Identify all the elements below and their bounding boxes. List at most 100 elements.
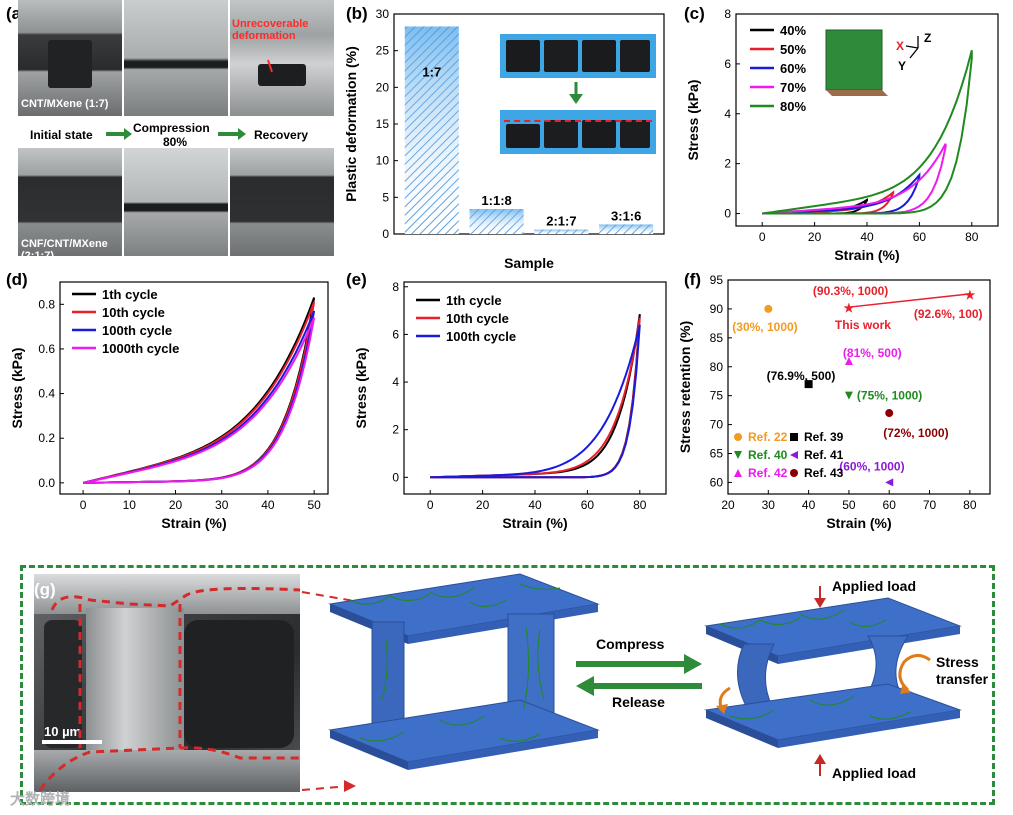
x-axis-title: Strain (%) — [834, 247, 899, 263]
y-tick-label: 90 — [710, 302, 724, 316]
panel-label-b: (b) — [346, 4, 368, 23]
y-tick-label: 30 — [376, 7, 390, 21]
x-tick-label: 60 — [883, 498, 897, 512]
y-tick-label: 0.4 — [38, 387, 55, 401]
y-tick-label: 8 — [724, 7, 731, 21]
release-label: Release — [612, 694, 665, 710]
state-compression: Compression — [133, 121, 210, 135]
compress-label: Compress — [596, 636, 665, 652]
x-tick-label: 40 — [802, 498, 816, 512]
x-tick-label: 50 — [307, 498, 321, 512]
legend-label: 50% — [780, 42, 806, 57]
y-tick-label: 8 — [392, 280, 399, 294]
x-tick-label: 30 — [762, 498, 776, 512]
point-Ref. 40 — [844, 391, 853, 400]
this-work-title: This work — [835, 318, 891, 332]
x-tick-label: 40 — [261, 498, 275, 512]
y-tick-label: 60 — [710, 475, 724, 489]
y-tick-label: 85 — [710, 331, 724, 345]
legend-label: 100th cycle — [446, 329, 516, 344]
this-work-star: ★ — [844, 301, 855, 315]
bar-label: 1:1:8 — [481, 193, 511, 208]
panel-label-e: (e) — [346, 270, 367, 289]
pointer-arrow-icon — [267, 59, 273, 73]
photo-top-compression — [124, 0, 228, 116]
plot-frame — [59, 281, 329, 495]
legend-marker — [734, 451, 742, 459]
point-label: (72%, 1000) — [883, 426, 948, 440]
sample-top-label: CNT/MXene (1:7) — [21, 98, 109, 110]
legend-label: Ref. 41 — [804, 448, 844, 462]
this-work-label: (90.3%, 1000) — [813, 284, 888, 298]
photo-bottom-compression — [124, 148, 228, 256]
x-tick-label: 20 — [169, 498, 183, 512]
y-tick-label: 0 — [392, 470, 399, 484]
y-axis-title: Plastic deformation (%) — [343, 46, 359, 202]
y-axis-title: Stress (kPa) — [353, 348, 369, 429]
y-tick-label: 2 — [724, 157, 731, 171]
x-tick-label: 0 — [427, 498, 434, 512]
legend-marker — [790, 433, 798, 441]
sample-inset-image — [825, 29, 883, 91]
loop-80% — [762, 49, 973, 215]
legend-label: Ref. 40 — [748, 448, 788, 462]
photo-top-recovery: Unrecoverable deformation — [230, 0, 334, 116]
bar-label: 3:1:6 — [611, 208, 641, 223]
bar-shade — [534, 229, 589, 234]
state-initial: Initial state — [30, 128, 93, 142]
x-tick-label: 50 — [842, 498, 856, 512]
chart-d: 0 10 20 30 40 50 0.0 0.2 0.4 0.6 0.8 Strain (%) Stre… — [9, 281, 329, 531]
y-tick-label: 70 — [710, 418, 724, 432]
legend-marker — [734, 469, 742, 477]
this-work-star: ★ — [964, 288, 975, 302]
cycle-3 — [82, 317, 316, 484]
unrecoverable-annotation: Unrecoverable deformation — [232, 18, 309, 42]
x-tick-label: 10 — [123, 498, 137, 512]
y-tick-label: 5 — [382, 190, 389, 204]
point-label: (81%, 500) — [843, 346, 902, 360]
x-tick-label: 0 — [759, 230, 766, 244]
point-label: (60%, 1000) — [839, 459, 904, 473]
x-tick-label: 20 — [721, 498, 735, 512]
y-tick-label: 4 — [724, 107, 731, 121]
panel-label-g: (g) — [34, 580, 56, 599]
y-tick-label: 0.2 — [38, 431, 55, 445]
sem-image: 10 µm — [34, 574, 300, 792]
axis-y: Y — [898, 59, 906, 73]
x-tick-label: 40 — [528, 498, 542, 512]
legend-label: 10th cycle — [102, 305, 165, 320]
state-compression-pct: 80% — [163, 135, 188, 149]
arrow-head-icon — [238, 128, 246, 140]
point-Ref. 41 — [885, 478, 894, 487]
bar-shade — [469, 209, 524, 234]
plot-frame — [727, 279, 991, 495]
x-axis-title: Strain (%) — [161, 515, 226, 531]
legend-marker — [790, 469, 798, 477]
bar-shade — [599, 224, 654, 234]
inset-photo-before — [500, 34, 656, 78]
bar-label: 1:7 — [422, 64, 441, 79]
x-tick-label: 80 — [965, 230, 979, 244]
y-tick-label: 0 — [724, 207, 731, 221]
y-tick-label: 65 — [710, 447, 724, 461]
legend-label: Ref. 39 — [804, 430, 844, 444]
x-axis-title: Sample — [504, 255, 554, 271]
legend-label: 1th cycle — [102, 287, 158, 302]
y-tick-label: 4 — [392, 375, 399, 389]
x-tick-label: 40 — [860, 230, 874, 244]
photo-bottom-recovery — [230, 148, 334, 256]
y-tick-label: 6 — [392, 327, 399, 341]
y-axis-title: Stress retention (%) — [677, 321, 693, 453]
bar-label: 2:1:7 — [546, 214, 576, 229]
panel-label-f: (f) — [684, 270, 701, 289]
y-tick-label: 15 — [376, 117, 390, 131]
point-label: (75%, 1000) — [857, 389, 922, 403]
inset-photo-after — [500, 110, 656, 154]
scale-bar-label: 10 µm — [44, 724, 82, 739]
bar-shade — [404, 26, 459, 234]
x-tick-label: 80 — [963, 498, 977, 512]
legend-marker — [734, 433, 742, 441]
applied-load-top: Applied load — [832, 578, 916, 594]
legend-label: 60% — [780, 61, 806, 76]
y-tick-label: 20 — [376, 80, 390, 94]
